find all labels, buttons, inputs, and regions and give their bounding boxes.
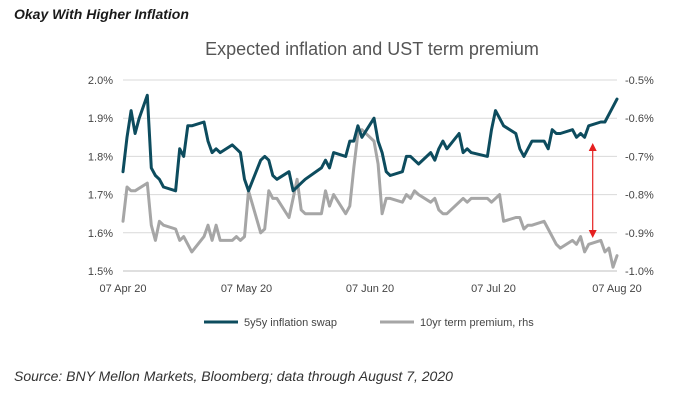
gap-arrow [588, 143, 597, 238]
gap-arrow-head-bottom [588, 230, 597, 238]
y-right-tick-label: -0.9% [625, 228, 654, 240]
y-right-tick-label: -0.5% [625, 75, 654, 87]
series-line-term-premium [121, 128, 619, 269]
series-layer [121, 93, 619, 269]
legend-label-inflation-swap: 5y5y inflation swap [244, 317, 337, 329]
x-tick-label: 07 May 20 [221, 283, 272, 295]
x-axis: 07 Apr 20 07 May 20 07 Jun 20 07 Jul 20 07 A… [99, 270, 642, 295]
gap-arrow-head-top [588, 143, 597, 151]
y-left-tick-label: 1.6% [88, 228, 113, 240]
chart-title: Expected inflation and UST term premium [205, 39, 539, 59]
y-axis-right: -1.0% -0.9% -0.8% -0.7% -0.6% -0.5% [625, 75, 654, 278]
y-left-tick-label: 1.8% [88, 151, 113, 163]
y-right-tick-label: -0.7% [625, 151, 654, 163]
series-line-inflation-swap [121, 93, 619, 193]
x-tick-label: 07 Jun 20 [346, 283, 394, 295]
y-right-tick-label: -0.8% [625, 190, 654, 202]
legend: 5y5y inflation swap 10yr term premium, rh… [204, 317, 534, 329]
source-note: Source: BNY Mellon Markets, Bloomberg; d… [14, 368, 453, 384]
x-tick-label: 07 Jul 20 [471, 283, 516, 295]
x-tick-label: 07 Apr 20 [99, 283, 146, 295]
y-right-tick-label: -1.0% [625, 266, 654, 278]
y-right-tick-label: -0.6% [625, 113, 654, 125]
y-left-tick-label: 1.7% [88, 190, 113, 202]
y-left-tick-label: 2.0% [88, 75, 113, 87]
legend-label-term-premium: 10yr term premium, rhs [420, 317, 534, 329]
y-left-tick-label: 1.5% [88, 266, 113, 278]
y-axis-left: 1.5% 1.6% 1.7% 1.8% 1.9% 2.0% [88, 75, 113, 278]
x-tick-label: 07 Aug 20 [592, 283, 642, 295]
grid [123, 79, 617, 272]
page-heading: Okay With Higher Inflation [14, 6, 189, 22]
y-left-tick-label: 1.9% [88, 113, 113, 125]
